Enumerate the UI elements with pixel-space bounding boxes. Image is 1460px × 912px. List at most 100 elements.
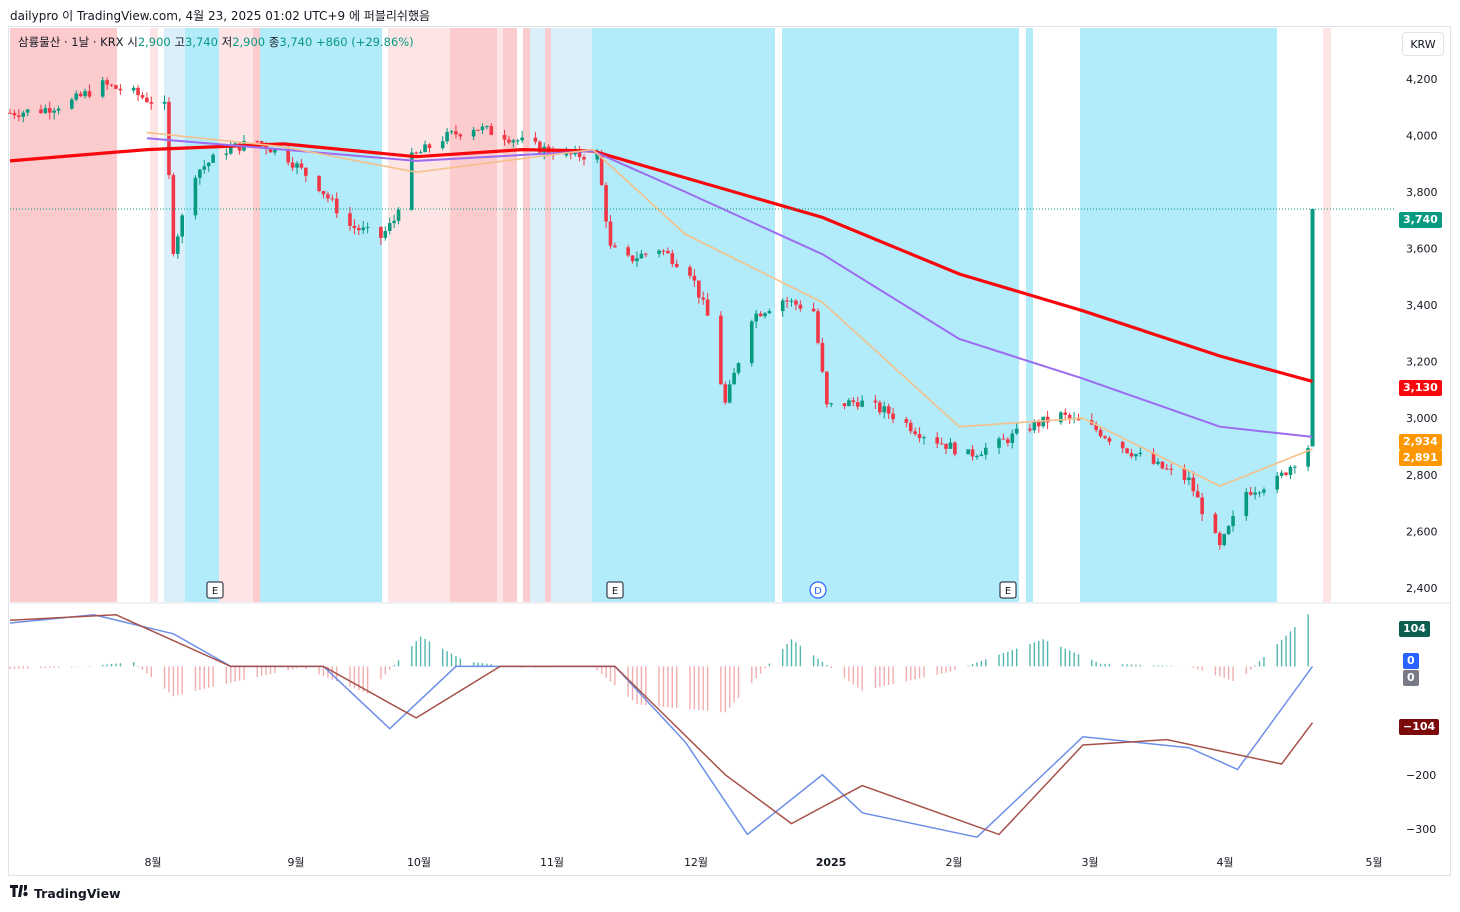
currency-button[interactable]: KRW [1402,32,1444,56]
candle-body [1151,452,1156,464]
candle-body [983,447,988,455]
trend-band [503,28,517,602]
candle-body [140,95,145,98]
candle-body [1218,533,1222,546]
candle-body [829,403,834,405]
candle-body [1107,438,1112,442]
candle-body [1257,492,1262,494]
candle-body [449,131,454,133]
low-value: 2,900 [232,35,266,49]
candle-body [1028,428,1032,431]
tradingview-brand[interactable]: TradingView [10,885,121,901]
trend-band [164,28,185,602]
candle-body [290,162,295,168]
candle-body [948,442,953,449]
candle-body [357,228,361,231]
candle-body [520,137,524,141]
candle-body [657,250,661,254]
macd-signal-badge: −104 [1399,719,1440,735]
ma-red-badge: 3,130 [1399,380,1442,396]
candle-body [118,88,123,91]
candle-body [255,140,260,142]
candle-body [639,253,644,259]
candle-body [361,227,366,231]
candle-body [696,280,701,298]
candle-body [440,141,445,149]
macd-line [9,614,1314,839]
candle-body [758,313,763,317]
candle-body [582,157,586,160]
candle-body [321,191,326,195]
symbol-legend[interactable]: 삼륭물산 · 1날 · KRX 시2,900 고3,740 저2,900 종3,… [18,34,414,50]
price-tick-label: 2,600 [1406,525,1438,538]
candle-body [286,149,290,163]
candle-body [847,400,851,407]
trend-band [497,28,503,602]
candle-body [326,194,330,199]
last-candle [1310,208,1315,447]
candle-body [1067,414,1072,419]
trend-band [219,28,253,602]
candle-body [705,299,710,316]
candle-body [171,175,176,254]
candle-body [1169,468,1174,470]
candle-body [908,422,913,432]
candle-body [939,443,944,445]
candle-body [626,247,630,256]
candle-body [767,311,772,314]
publish-caption: dailypro 이 TradingView.com, 4월 23, 2025 … [10,9,431,23]
candle-body [732,372,736,385]
candle-body [1187,477,1191,481]
candle-body [427,144,432,149]
candle-body [661,250,666,252]
time-tick-label: 4월 [1216,856,1233,869]
trend-band [260,28,382,602]
candle-body [228,146,233,154]
candle-body [785,300,789,302]
candle-body [1103,436,1107,439]
candle-body [1195,491,1200,498]
macd-hist-badge: 104 [1399,621,1430,637]
candle-body [1262,489,1266,493]
candle-body [794,300,798,305]
candle-body [162,101,167,104]
candle-body [1032,421,1037,431]
low-label: 저 [221,35,233,49]
price-tick-label: 4,000 [1406,129,1438,142]
candle-body [414,152,419,154]
candle-body [1284,472,1288,475]
high-value: 3,740 [185,35,218,49]
candle-body [83,91,87,97]
candle-body [8,112,12,114]
chart-frame[interactable] [8,26,1451,876]
candle-body [1222,534,1227,546]
candle-body [719,315,723,385]
symbol-label[interactable]: 삼륭물산 · 1날 · KRX [18,35,124,49]
trend-band [388,28,450,602]
close-value: 3,740 [279,35,313,49]
change-value: +860 (+29.86%) [315,35,414,49]
candle-body [1156,461,1160,464]
candle-body [842,403,847,407]
candle-body [1120,441,1125,449]
candle-body [454,131,458,135]
time-tick-label: 5월 [1365,856,1382,869]
candle-body [105,80,109,85]
candle-body [25,109,30,113]
price-tick-label: 2,400 [1406,582,1438,595]
candle-body [1045,416,1050,423]
candle-body [1288,467,1293,475]
macd-zero-badge: 0 [1403,653,1419,669]
candle-body [268,149,273,153]
candle-body [935,437,940,444]
candle-body [1036,421,1041,427]
candle-body [471,129,476,137]
candle-body [1006,439,1010,443]
candle-body [904,419,909,423]
candle-body [273,149,277,153]
candle-body [1182,469,1187,481]
trend-band [530,28,545,602]
close-label: 종 [268,35,280,49]
candle-body [56,108,61,111]
